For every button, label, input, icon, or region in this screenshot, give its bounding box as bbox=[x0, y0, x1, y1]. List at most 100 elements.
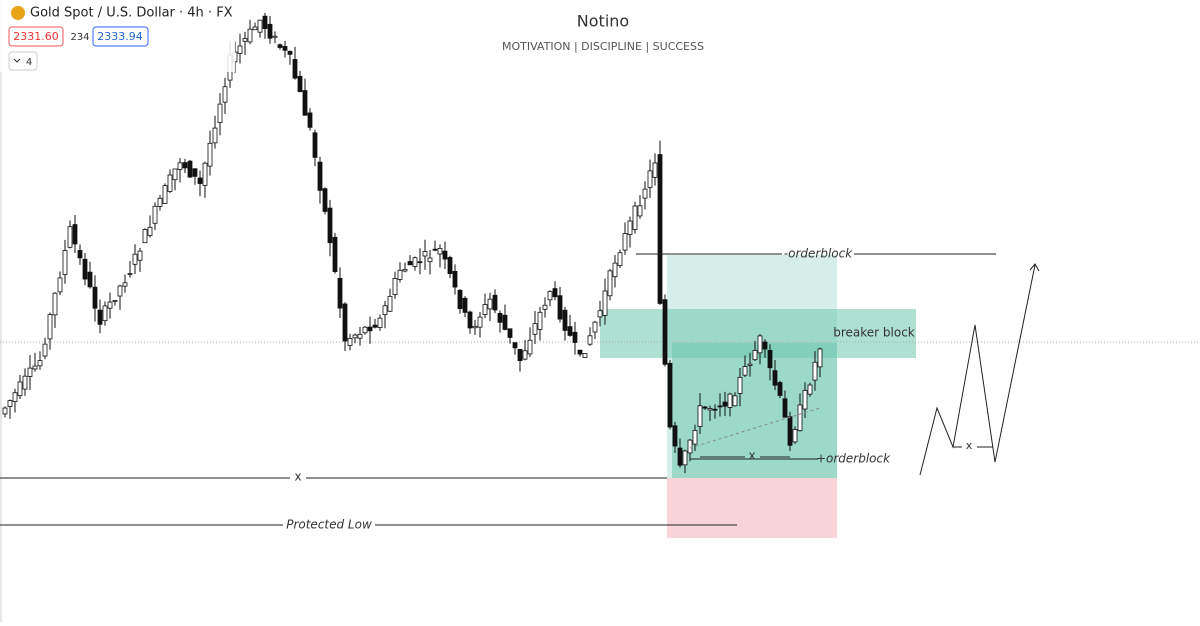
candle-body bbox=[782, 398, 788, 418]
candle-body bbox=[267, 23, 273, 39]
ask-box[interactable] bbox=[92, 26, 149, 47]
symbol-title[interactable]: Gold Spot / U.S. Dollar · 4h · FX bbox=[30, 6, 233, 21]
candle-body bbox=[622, 233, 628, 251]
candle-body bbox=[772, 370, 778, 386]
indicator-count[interactable]: 4 bbox=[26, 57, 32, 68]
candle-body bbox=[467, 311, 473, 329]
ask-price[interactable]: 2333.94 bbox=[97, 30, 143, 43]
candle-body bbox=[687, 439, 693, 454]
annotation: x bbox=[294, 470, 301, 484]
candle-body bbox=[677, 447, 683, 466]
candle-body bbox=[2, 407, 8, 415]
candle-body bbox=[127, 273, 133, 275]
candle-body bbox=[527, 339, 533, 355]
candle-body bbox=[337, 277, 343, 309]
candle-body bbox=[662, 299, 668, 365]
watermark-title: Notino bbox=[577, 12, 629, 31]
candle-body bbox=[142, 229, 148, 244]
candle-body bbox=[387, 295, 393, 312]
candle-body bbox=[217, 103, 223, 123]
candle-body bbox=[787, 416, 793, 446]
candle-body bbox=[382, 305, 388, 316]
candle-body bbox=[717, 405, 723, 408]
candle-body bbox=[347, 338, 353, 346]
candle-body bbox=[792, 429, 798, 443]
candle-body bbox=[497, 312, 503, 323]
candle-body bbox=[332, 236, 338, 272]
candle-body bbox=[157, 197, 163, 207]
candle-body bbox=[652, 162, 658, 178]
candle-body bbox=[92, 286, 98, 309]
candle-body bbox=[447, 257, 453, 275]
candle-body bbox=[712, 408, 718, 411]
candle-body bbox=[342, 303, 348, 342]
candle-body bbox=[602, 290, 608, 316]
candle-body bbox=[437, 248, 443, 255]
candle-body bbox=[372, 324, 378, 328]
candle-body bbox=[192, 168, 198, 177]
candle-body bbox=[167, 174, 173, 192]
candle-body bbox=[287, 50, 293, 55]
candle-body bbox=[647, 170, 653, 188]
annotation: x bbox=[966, 439, 973, 452]
candle-body bbox=[32, 365, 38, 370]
candle-body bbox=[172, 168, 178, 181]
indicator-toggle[interactable] bbox=[8, 51, 38, 71]
candle-body bbox=[207, 142, 213, 167]
candle-body bbox=[797, 404, 803, 432]
candle-body bbox=[282, 46, 288, 51]
candle-body bbox=[17, 381, 23, 397]
candle-body bbox=[122, 282, 128, 287]
bid-box[interactable] bbox=[8, 26, 64, 47]
candle-body bbox=[407, 261, 413, 266]
candle-body bbox=[512, 342, 518, 349]
candle-body bbox=[297, 75, 303, 93]
candle-body bbox=[587, 335, 593, 345]
candle-body bbox=[12, 392, 18, 403]
candle-body bbox=[292, 59, 298, 79]
candle-body bbox=[327, 207, 333, 244]
bid-price[interactable]: 2331.60 bbox=[13, 30, 59, 43]
candle-body bbox=[427, 257, 433, 263]
candle-body bbox=[102, 305, 108, 322]
candle-body bbox=[542, 304, 548, 310]
candle-body bbox=[187, 160, 193, 178]
candle-body bbox=[747, 363, 753, 366]
candle-body bbox=[272, 35, 278, 38]
candle-body bbox=[307, 112, 313, 128]
candle-body bbox=[222, 86, 228, 103]
candle-body bbox=[632, 205, 638, 230]
candle-body bbox=[457, 289, 463, 310]
candle-body bbox=[492, 294, 498, 311]
candle-body bbox=[57, 277, 63, 293]
candle-body bbox=[152, 205, 158, 224]
watermark-subtitle: MOTIVATION | DISCIPLINE | SUCCESS bbox=[502, 40, 704, 53]
candle-body bbox=[162, 185, 168, 204]
candle-body bbox=[277, 44, 283, 48]
candle-body bbox=[682, 450, 688, 466]
candle-body bbox=[762, 341, 768, 350]
candle-body bbox=[42, 343, 48, 357]
candle-body bbox=[362, 326, 368, 334]
candle-body bbox=[47, 314, 53, 340]
candle-body bbox=[562, 309, 568, 331]
candle-body bbox=[37, 360, 43, 367]
candle-body bbox=[147, 226, 153, 236]
candle-body bbox=[262, 15, 268, 29]
candle-body bbox=[477, 316, 483, 328]
candle-body bbox=[252, 26, 258, 31]
candle-body bbox=[557, 295, 563, 320]
candle-body bbox=[312, 132, 318, 158]
candle-body bbox=[697, 405, 703, 427]
candle-body bbox=[522, 350, 528, 360]
candle-body bbox=[322, 188, 328, 212]
candle-body bbox=[667, 362, 673, 428]
candle-body bbox=[367, 326, 373, 332]
candle-body bbox=[67, 226, 73, 248]
candle-body bbox=[767, 350, 773, 369]
chevron bbox=[13, 58, 21, 63]
candle-body bbox=[572, 331, 578, 343]
candle-body bbox=[422, 251, 428, 257]
